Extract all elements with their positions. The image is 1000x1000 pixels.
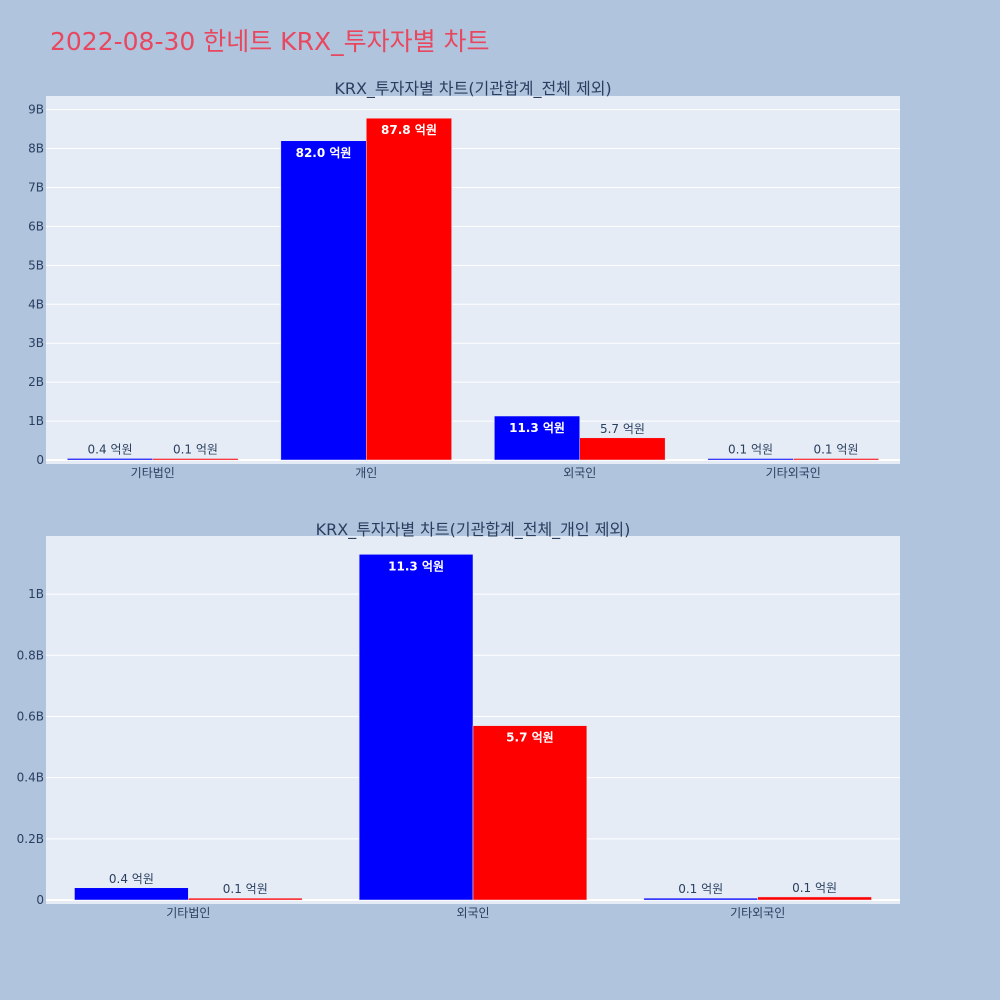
bar — [579, 437, 666, 461]
data-label: 0.1 억원 — [728, 443, 773, 457]
bar — [643, 897, 758, 901]
bar — [152, 458, 239, 461]
data-label: 11.3 억원 — [509, 421, 565, 435]
y-tick-label: 4B — [28, 297, 44, 311]
chart-investor-all: 0 1B 2B 3B 4B 5B 6B 7B 8B 9B KRX_투자자별 차트(기관합계_전체 제… — [28, 79, 900, 480]
bar — [494, 415, 581, 461]
data-label: 0.1 억원 — [173, 443, 218, 457]
bar — [280, 140, 367, 461]
chart-title: KRX_투자자별 차트(기관합계_전체 제외) — [334, 79, 611, 99]
data-label: 5.7 억원 — [506, 731, 554, 745]
y-tick-label: 0.4B — [17, 771, 44, 785]
bar — [366, 117, 452, 461]
x-tick-label: 외국인 — [456, 906, 489, 920]
data-label: 0.4 억원 — [88, 442, 133, 456]
data-label: 0.1 억원 — [678, 882, 723, 896]
plot-area — [46, 96, 900, 464]
y-tick-label: 0.6B — [17, 709, 44, 723]
chart-investor-excl-individual: 0 0.2B 0.4B 0.6B 0.8B 1B KRX_투자자별 차트(기관합계_전체_개… — [17, 520, 900, 920]
bar — [707, 458, 794, 461]
y-tick-label: 2B — [28, 375, 44, 389]
y-tick-label: 0 — [36, 453, 44, 467]
data-label: 87.8 억원 — [381, 123, 437, 137]
data-label: 0.1 억원 — [813, 443, 858, 457]
y-tick-label: 1B — [28, 587, 44, 601]
data-label: 0.1 억원 — [792, 881, 837, 895]
x-tick-label: 개인 — [355, 466, 377, 480]
x-tick-label: 기타외국인 — [730, 906, 785, 920]
bar — [67, 458, 153, 461]
bar — [472, 725, 588, 901]
y-tick-label: 0.2B — [17, 832, 44, 846]
x-tick-label: 기타외국인 — [766, 466, 821, 480]
y-tick-label: 6B — [28, 219, 44, 233]
y-tick-label: 5B — [28, 258, 44, 272]
y-tick-label: 3B — [28, 336, 44, 350]
bar — [188, 897, 303, 901]
bar — [793, 458, 879, 461]
y-tick-label: 8B — [28, 142, 44, 156]
data-label: 5.7 억원 — [600, 422, 645, 436]
y-tick-label: 7B — [28, 180, 44, 194]
data-label: 0.1 억원 — [223, 882, 268, 896]
y-tick-label: 9B — [28, 103, 44, 117]
x-tick-label: 기타법인 — [131, 466, 175, 480]
x-tick-label: 기타법인 — [166, 906, 210, 920]
y-tick-label: 0.8B — [17, 648, 44, 662]
y-tick-label: 0 — [36, 893, 44, 907]
chart-title: KRX_투자자별 차트(기관합계_전체_개인 제외) — [316, 520, 631, 540]
bar — [74, 887, 189, 901]
data-label: 11.3 억원 — [388, 559, 444, 573]
x-tick-label: 외국인 — [563, 466, 596, 480]
bar — [358, 554, 474, 901]
bar — [757, 896, 872, 901]
data-label: 0.4 억원 — [109, 872, 154, 886]
data-label: 82.0 억원 — [296, 146, 352, 160]
y-tick-label: 1B — [28, 414, 44, 428]
page-title: 2022-08-30 한네트 KRX_투자자별 차트 — [50, 27, 490, 56]
